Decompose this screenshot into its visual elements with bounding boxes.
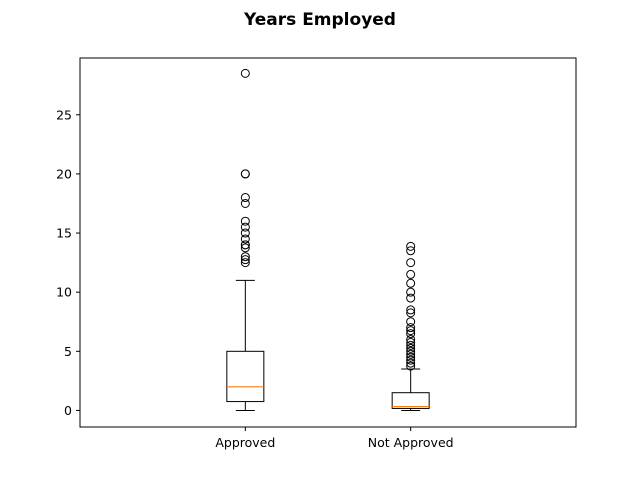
x-axis: Approved Not Approved — [215, 427, 454, 450]
outlier-point — [240, 258, 250, 268]
boxes-layer — [226, 68, 430, 411]
outlier-point — [240, 198, 250, 208]
box-group-2 — [391, 241, 430, 411]
outlier-point — [240, 228, 250, 238]
iqr-box — [391, 392, 430, 409]
y-tick-label: 5 — [64, 344, 72, 359]
outlier-point — [406, 241, 416, 251]
chart-title: Years Employed — [243, 10, 396, 30]
outlier-point — [406, 308, 416, 318]
outlier-point — [406, 361, 416, 371]
y-tick-label: 10 — [56, 285, 72, 300]
outlier-point — [240, 243, 250, 253]
outlier-point — [406, 355, 416, 365]
outlier-point — [406, 334, 416, 344]
outlier-point — [240, 68, 250, 78]
outlier-point — [406, 258, 416, 268]
box-group-1 — [226, 68, 265, 411]
iqr-box — [226, 350, 265, 403]
outlier-point — [406, 278, 416, 288]
plot-frame — [79, 57, 577, 428]
outlier-point — [406, 323, 416, 333]
outlier-point — [406, 349, 416, 359]
outlier-point — [240, 240, 250, 250]
outlier-point — [406, 287, 416, 297]
outlier-point — [240, 252, 250, 262]
outlier-point — [406, 326, 416, 336]
outlier-point — [406, 352, 416, 362]
outlier-point — [240, 234, 250, 244]
y-tick-label: 25 — [56, 107, 72, 122]
outlier-point — [406, 293, 416, 303]
outlier-point — [240, 169, 250, 179]
outlier-point — [406, 329, 416, 339]
outlier-point — [406, 340, 416, 350]
outlier-point — [240, 216, 250, 226]
outlier-point — [406, 305, 416, 315]
y-tick-label: 20 — [56, 166, 72, 181]
y-axis: 0 5 10 15 20 25 — [56, 107, 80, 418]
outlier-point — [240, 222, 250, 232]
outlier-point — [406, 343, 416, 353]
x-tick-label: Not Approved — [368, 435, 454, 450]
y-tick-label: 0 — [64, 403, 72, 418]
outlier-point — [406, 346, 416, 356]
outlier-point — [240, 255, 250, 265]
x-tick-label: Approved — [215, 435, 275, 450]
outlier-point — [406, 246, 416, 256]
outlier-point — [240, 193, 250, 203]
y-tick-label: 15 — [56, 226, 72, 241]
outlier-point — [406, 358, 416, 368]
outlier-point — [406, 317, 416, 327]
outlier-point — [406, 337, 416, 347]
outlier-point — [406, 269, 416, 279]
